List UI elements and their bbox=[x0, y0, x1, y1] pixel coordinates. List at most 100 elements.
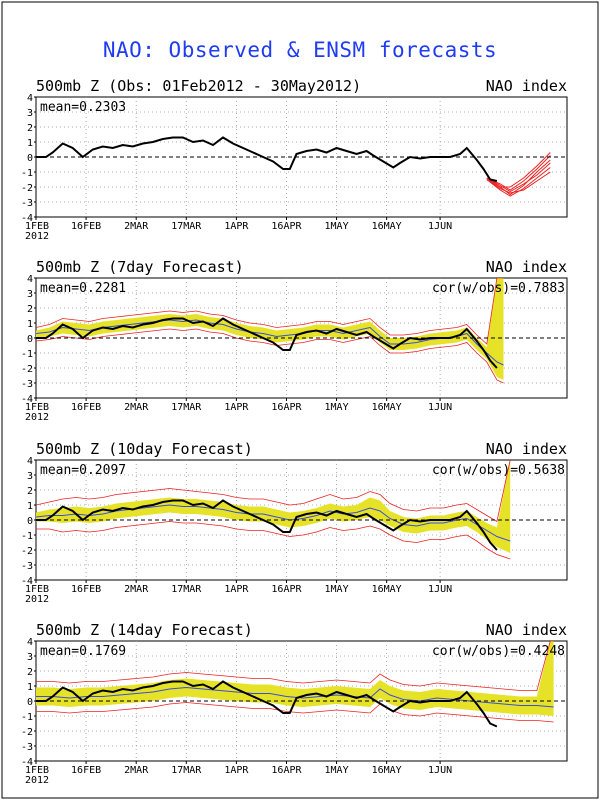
y-tick-label: -1 bbox=[21, 349, 33, 360]
y-tick-label: 4 bbox=[27, 274, 33, 285]
x-tick-label: 17MAR bbox=[171, 402, 202, 413]
y-tick-label: 0 bbox=[27, 516, 33, 527]
x-tick-label: 17MAR bbox=[171, 765, 202, 776]
panel-right-title: NAO index bbox=[486, 258, 567, 276]
x-tick-label: 1FEB bbox=[25, 765, 49, 776]
mean-label: mean=0.2097 bbox=[40, 463, 126, 478]
panel-title: 500mb Z (10day Forecast) bbox=[36, 440, 253, 458]
mean-label: mean=0.2281 bbox=[40, 281, 126, 296]
x-year-label: 2012 bbox=[25, 775, 49, 786]
x-tick-label: 1JUN bbox=[428, 584, 452, 595]
y-tick-label: 1 bbox=[27, 319, 33, 330]
y-tick-label: 4 bbox=[27, 93, 33, 104]
x-tick-label: 1MAY bbox=[325, 221, 349, 232]
x-tick-label: 17MAR bbox=[171, 584, 202, 595]
x-tick-label: 1FEB bbox=[25, 402, 49, 413]
x-tick-label: 16FEB bbox=[71, 765, 101, 776]
panel-right-title: NAO index bbox=[486, 77, 567, 95]
y-tick-label: 2 bbox=[27, 123, 33, 134]
y-tick-label: -4 bbox=[21, 757, 33, 768]
x-tick-label: 2MAR bbox=[124, 765, 149, 776]
observed-line bbox=[36, 499, 498, 551]
y-tick-label: 1 bbox=[27, 138, 33, 149]
y-tick-label: -3 bbox=[21, 198, 33, 209]
ensemble-member-line bbox=[486, 162, 551, 193]
y-tick-label: 0 bbox=[27, 153, 33, 164]
y-tick-label: 3 bbox=[27, 289, 33, 300]
spread-band bbox=[36, 278, 504, 380]
plot-area bbox=[36, 136, 567, 197]
x-tick-label: 1MAY bbox=[325, 402, 349, 413]
y-tick-label: -3 bbox=[21, 379, 33, 390]
y-tick-label: -2 bbox=[21, 546, 33, 557]
member-min-line bbox=[36, 521, 511, 560]
y-tick-label: 3 bbox=[27, 652, 33, 663]
x-tick-label: 1MAY bbox=[325, 584, 349, 595]
observed-line bbox=[36, 136, 498, 182]
member-max-line bbox=[36, 460, 511, 523]
y-tick-label: 0 bbox=[27, 697, 33, 708]
y-tick-label: 4 bbox=[27, 456, 33, 467]
y-tick-label: 4 bbox=[27, 637, 33, 648]
y-tick-label: 1 bbox=[27, 501, 33, 512]
member-max-line bbox=[36, 278, 504, 345]
x-tick-label: 16FEB bbox=[71, 584, 101, 595]
x-tick-label: 1FEB bbox=[25, 584, 49, 595]
x-tick-label: 1APR bbox=[224, 402, 249, 413]
x-tick-label: 16APR bbox=[271, 221, 302, 232]
main-title: NAO: Observed & ENSM forecasts bbox=[102, 38, 498, 62]
y-tick-label: -2 bbox=[21, 183, 33, 194]
x-tick-label: 1APR bbox=[224, 765, 249, 776]
y-tick-label: 0 bbox=[27, 334, 33, 345]
plot-area bbox=[36, 641, 567, 728]
panel-title: 500mb Z (14day Forecast) bbox=[36, 621, 253, 639]
ensemble-mean-line bbox=[36, 504, 511, 542]
x-tick-label: 16MAY bbox=[372, 221, 402, 232]
correlation-label: cor(w/obs)=0.5638 bbox=[432, 463, 565, 478]
x-tick-label: 2MAR bbox=[124, 221, 149, 232]
y-tick-label: 2 bbox=[27, 304, 33, 315]
plot-area bbox=[36, 460, 567, 560]
observed-line bbox=[36, 317, 498, 369]
y-tick-label: -4 bbox=[21, 394, 33, 405]
y-tick-label: -1 bbox=[21, 531, 33, 542]
panel-title: 500mb Z (7day Forecast) bbox=[36, 258, 244, 276]
y-tick-label: -3 bbox=[21, 561, 33, 572]
mean-label: mean=0.2303 bbox=[40, 100, 126, 115]
observed-line bbox=[36, 680, 498, 728]
y-tick-label: -3 bbox=[21, 742, 33, 753]
x-tick-label: 16APR bbox=[271, 402, 302, 413]
y-tick-label: -1 bbox=[21, 712, 33, 723]
x-tick-label: 2MAR bbox=[124, 402, 149, 413]
x-tick-label: 16APR bbox=[271, 584, 302, 595]
ensemble-member-line bbox=[486, 155, 551, 191]
y-tick-label: 3 bbox=[27, 471, 33, 482]
x-tick-label: 1FEB bbox=[25, 221, 49, 232]
y-tick-label: -2 bbox=[21, 364, 33, 375]
x-tick-label: 1MAY bbox=[325, 765, 349, 776]
ensemble-member-line bbox=[486, 152, 551, 188]
correlation-label: cor(w/obs)=0.7883 bbox=[432, 281, 565, 296]
x-tick-label: 17MAR bbox=[171, 221, 202, 232]
y-tick-label: -4 bbox=[21, 213, 33, 224]
member-min-line bbox=[36, 328, 504, 384]
ensemble-member-line bbox=[486, 171, 551, 194]
ensemble-member-line bbox=[486, 167, 551, 197]
y-tick-label: 3 bbox=[27, 108, 33, 119]
x-tick-label: 1JUN bbox=[428, 221, 452, 232]
y-tick-label: 1 bbox=[27, 682, 33, 693]
mean-label: mean=0.1769 bbox=[40, 644, 126, 659]
x-year-label: 2012 bbox=[25, 412, 49, 423]
panel-title: 500mb Z (Obs: 01Feb2012 - 30May2012) bbox=[36, 77, 361, 95]
x-tick-label: 2MAR bbox=[124, 584, 149, 595]
y-tick-label: -2 bbox=[21, 727, 33, 738]
spread-band bbox=[36, 460, 511, 553]
x-tick-label: 1APR bbox=[224, 221, 249, 232]
x-tick-label: 16APR bbox=[271, 765, 302, 776]
member-max-line bbox=[36, 641, 554, 691]
y-tick-label: 2 bbox=[27, 486, 33, 497]
panel-right-title: NAO index bbox=[486, 440, 567, 458]
